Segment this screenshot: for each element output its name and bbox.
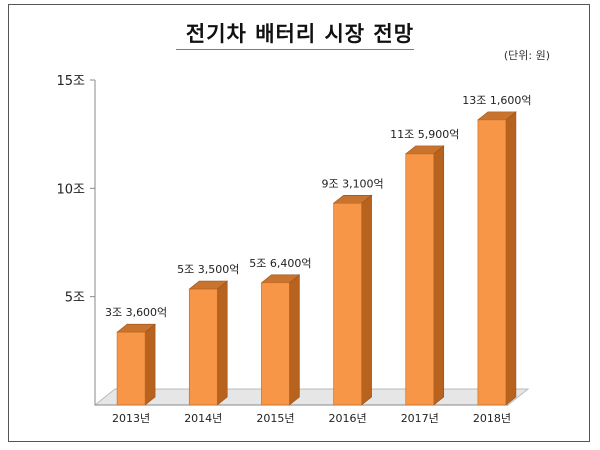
bar-side bbox=[289, 274, 300, 406]
chart-title: 전기차 배터리 시장 전망 bbox=[185, 22, 415, 46]
chart-floor bbox=[93, 388, 530, 406]
data-label: 11조 5,900억 bbox=[390, 128, 459, 141]
y-tick-label: 15조 bbox=[56, 74, 85, 89]
y-tick-label: 5조 bbox=[65, 291, 85, 306]
bar-side bbox=[216, 280, 228, 406]
y-tick-label: 10조 bbox=[56, 182, 85, 197]
bar bbox=[116, 331, 146, 406]
bar bbox=[261, 282, 290, 406]
bar bbox=[405, 153, 435, 406]
bar-side bbox=[144, 323, 156, 406]
bar-side bbox=[505, 111, 517, 406]
x-tick-label: 2013년 bbox=[112, 412, 150, 425]
data-label: 9조 3,100억 bbox=[321, 177, 383, 190]
bar-side bbox=[433, 145, 445, 406]
x-tick-label: 2016년 bbox=[329, 412, 367, 425]
unit-label: (단위: 원) bbox=[503, 49, 550, 62]
x-tick-label: 2015년 bbox=[256, 412, 294, 425]
x-tick-label: 2014년 bbox=[184, 412, 222, 425]
x-tick-label: 2018년 bbox=[473, 412, 511, 425]
bar bbox=[477, 119, 507, 406]
x-tick-label: 2017년 bbox=[401, 412, 439, 425]
bar bbox=[333, 202, 362, 406]
data-label: 3조 3,600억 bbox=[105, 306, 167, 319]
data-label: 5조 3,500억 bbox=[177, 263, 239, 276]
data-label: 5조 6,400억 bbox=[249, 257, 311, 270]
title-underline bbox=[176, 49, 414, 50]
bar-side bbox=[361, 194, 372, 406]
data-label: 13조 1,600억 bbox=[462, 94, 531, 107]
bar bbox=[188, 288, 218, 406]
